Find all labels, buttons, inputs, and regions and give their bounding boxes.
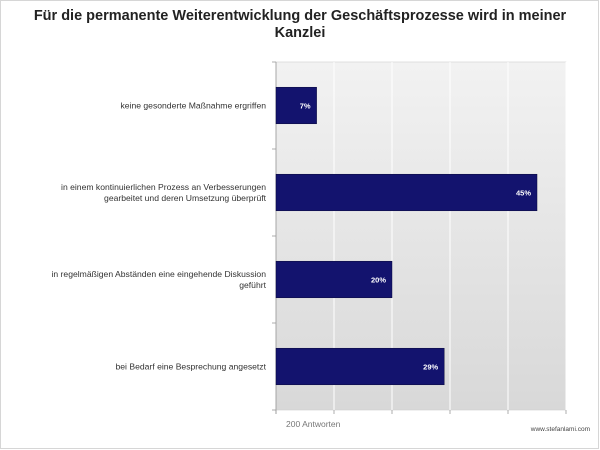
- category-label: gearbeitet und deren Umsetzung überprüft: [104, 193, 267, 203]
- category-label: keine gesonderte Maßnahme ergriffen: [120, 101, 266, 111]
- bar: [275, 347, 445, 386]
- category-label: in regelmäßigen Abständen eine eingehend…: [51, 269, 266, 279]
- data-label: 45%: [516, 189, 531, 198]
- data-label: 7%: [300, 102, 311, 111]
- category-label: in einem kontinuierlichen Prozess an Ver…: [61, 182, 266, 192]
- data-label: 20%: [371, 276, 386, 285]
- bar: [275, 173, 538, 212]
- bar: [275, 260, 393, 299]
- category-label: bei Bedarf eine Besprechung angesetzt: [116, 362, 267, 372]
- chart-title: Für die permanente Weiterentwicklung der…: [33, 8, 567, 41]
- responses-note: 200 Antworten: [286, 419, 341, 429]
- category-label: geführt: [239, 280, 266, 290]
- bar: [275, 86, 317, 125]
- data-label: 29%: [423, 363, 438, 372]
- source-watermark: www.stefanlami.com: [530, 426, 590, 433]
